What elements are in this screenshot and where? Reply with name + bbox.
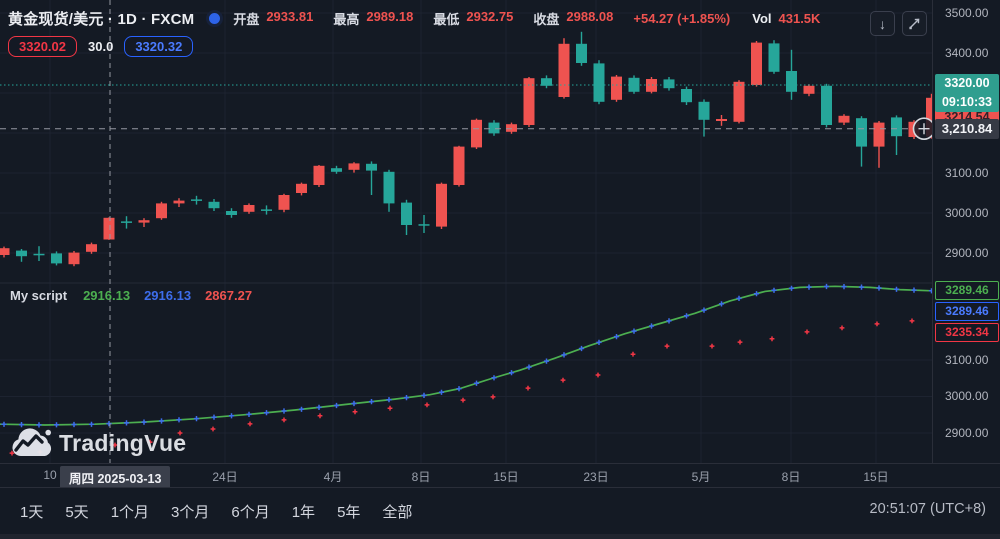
chart-canvas[interactable]: [0, 0, 932, 463]
crosshair-target-icon: [912, 117, 932, 140]
range-button-1个月[interactable]: 1个月: [110, 503, 150, 521]
ohlc-fields: 开盘 2933.81 最高 2989.18 最低 2932.75 收盘 2988.08: [233, 9, 633, 28]
field-value: 2988.08: [566, 9, 614, 24]
chart-action-buttons: ↓: [870, 11, 934, 36]
clock: 20:51:07 (UTC+8): [869, 501, 986, 517]
provider-logo-icon: [206, 10, 224, 27]
limit-price-badge[interactable]: 3320.32: [124, 36, 194, 57]
field-value: 2933.81: [266, 9, 314, 24]
current-price-value: 3320.00: [944, 76, 990, 90]
range-button-3个月[interactable]: 3个月: [171, 503, 210, 521]
indicator-tick-label: 2900.00: [945, 425, 989, 440]
indicator-value-green: 2916.13: [83, 288, 131, 303]
bar-countdown: 09:10:33: [941, 95, 993, 109]
watermark: TradingVue: [10, 426, 186, 461]
indicator-value-red: 2867.27: [205, 288, 253, 303]
time-tick-label: 10: [43, 468, 57, 482]
range-button-全部[interactable]: 全部: [382, 503, 413, 521]
indicator-value-badge: 3235.34: [935, 323, 999, 343]
field-value: 2989.18: [366, 9, 414, 24]
time-tick-label: 15日: [493, 470, 519, 484]
stop-price-badge[interactable]: 3320.02: [8, 36, 77, 57]
expand-button[interactable]: [902, 11, 927, 36]
chart-plot-area[interactable]: 黄金现货/美元 · 1D · FXCM 开盘 2933.81 最高 2989.18 最低…: [0, 0, 932, 463]
symbol-title: 黄金现货/美元 · 1D · FXCM: [8, 11, 195, 28]
indicator-tick-label: 3000.00: [945, 389, 989, 404]
tradingvue-cloud-icon: [12, 428, 52, 457]
range-buttons: 1天 5天 1个月 3个月 6个月 1年 5年 全部: [20, 501, 434, 522]
indicator-value-badge: 3289.46: [935, 281, 999, 301]
time-tick-label: 24日: [212, 470, 238, 484]
position-quantity: 30.0: [88, 39, 114, 54]
watermark-text: TradingVue: [59, 430, 187, 456]
field-label: 最低: [433, 12, 460, 27]
time-tick-label: 15日: [863, 470, 889, 484]
time-tick-label: 8日: [411, 470, 431, 484]
candlestick-series: [0, 31, 932, 267]
time-axis[interactable]: 10 24日 4月 8日 15日 23日 5月 8日 15日 周四 2025-03-13: [0, 463, 1000, 489]
field-label: 收盘: [533, 12, 560, 27]
indicator-tick-label: 3100.00: [945, 352, 989, 367]
red-plus-markers: [9, 318, 915, 456]
price-tick-label: 3100.00: [945, 166, 989, 180]
price-tick-label: 3000.00: [945, 206, 989, 220]
blue-plus-markers: [1, 283, 932, 428]
price-axis[interactable]: 3500.00 3400.00 3100.00 3000.00 2900.00 3320…: [932, 0, 1000, 463]
time-tick-label: 8日: [781, 470, 801, 484]
position-badges: 3320.02 30.0 3320.32: [8, 36, 194, 57]
change-value: +54.27 (+1.85%): [633, 11, 731, 26]
range-toolbar: 1天 5天 1个月 3个月 6个月 1年 5年 全部 20:51:07 (UTC+8): [0, 487, 1000, 534]
window-edge: [0, 534, 1000, 539]
download-button[interactable]: ↓: [870, 11, 895, 36]
ohlc-field: 开盘 2933.81: [233, 9, 313, 28]
indicator-value-blue: 2916.13: [144, 288, 192, 303]
time-tick-label: 5月: [691, 470, 711, 484]
price-tick-label: 2900.00: [945, 246, 989, 260]
field-label: 最高: [333, 12, 360, 27]
indicator-line: [0, 285, 932, 426]
price-tick-label: 3400.00: [945, 46, 989, 60]
volume-value: 431.5K: [778, 11, 821, 26]
range-button-1年[interactable]: 1年: [291, 503, 316, 521]
indicator-legend: My script 2916.13 2916.13 2867.27: [10, 288, 266, 303]
crosshair-date-badge: 周四 2025-03-13: [60, 466, 171, 489]
price-tick-label: 3500.00: [945, 6, 989, 20]
current-price-badge: 3320.00 09:10:33: [935, 74, 999, 112]
download-arrow-icon: ↓: [879, 15, 886, 32]
indicator-value-badge: 3289.46: [935, 302, 999, 322]
field-value: 2932.75: [466, 9, 514, 24]
field-label: 开盘: [233, 12, 260, 27]
expand-diagonal-icon: [909, 18, 920, 30]
ohlc-field: 最低 2932.75: [433, 9, 513, 28]
time-tick-label: 4月: [323, 470, 343, 484]
main-legend: 黄金现货/美元 · 1D · FXCM 开盘 2933.81 最高 2989.18 最低…: [8, 8, 840, 29]
range-button-5年[interactable]: 5年: [337, 503, 361, 521]
range-button-6个月[interactable]: 6个月: [231, 503, 270, 521]
ohlc-field: 最高 2989.18: [333, 9, 413, 28]
volume-field: Vol 431.5K: [752, 11, 820, 26]
time-tick-label: 23日: [583, 470, 609, 484]
volume-label: Vol: [752, 11, 772, 26]
ohlc-field: 收盘 2988.08: [533, 9, 613, 28]
indicator-title: My script: [10, 288, 68, 303]
range-button-1天[interactable]: 1天: [20, 503, 44, 521]
crosshair-price-badge: 3,210.84: [935, 118, 999, 139]
range-button-5天[interactable]: 5天: [65, 503, 89, 521]
